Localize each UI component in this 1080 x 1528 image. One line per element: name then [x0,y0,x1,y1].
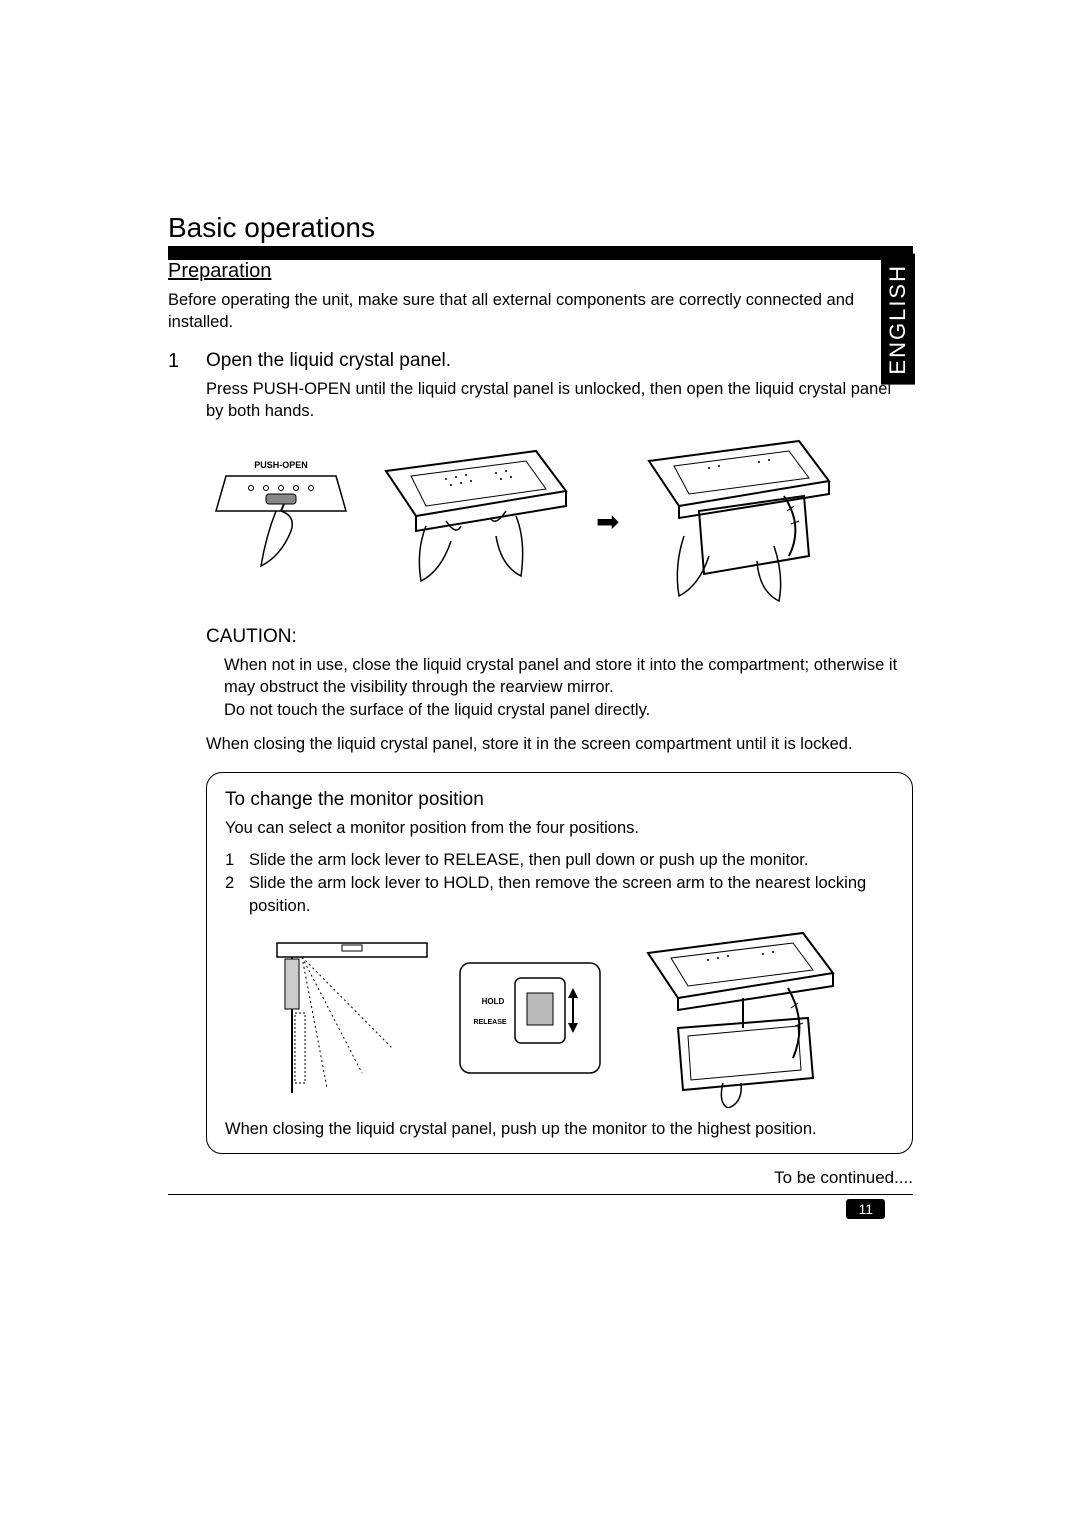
box-item-1-text: Slide the arm lock lever to RELEASE, the… [249,849,808,872]
open-panel-1-icon [366,441,586,601]
step-text: Press PUSH-OPEN until the liquid crystal… [206,378,913,423]
box-note: When closing the liquid crystal panel, p… [225,1120,894,1139]
push-open-diagram-icon: PUSH-OPEN [206,456,356,586]
positions-diagram-icon [267,933,437,1103]
page-number-badge: 11 [846,1199,885,1219]
title-block: Basic operations [168,210,913,260]
monitor-position-box: To change the monitor position You can s… [206,772,913,1155]
title-bar [168,246,913,260]
box-list: 1 Slide the arm lock lever to RELEASE, t… [225,849,894,918]
language-tab: ENGLISH [881,254,915,385]
arrow-right-icon: ➡ [596,505,619,538]
open-panel-2-icon [629,436,849,606]
illustration-row-1: PUSH-OPEN ➡ [206,436,913,606]
svg-text:HOLD: HOLD [481,997,504,1006]
preparation-heading: Preparation [168,260,913,283]
step-heading: Open the liquid crystal panel. [206,350,913,372]
caution-block: CAUTION: When not in use, close the liqu… [206,626,913,721]
svg-text:RELEASE: RELEASE [473,1019,506,1026]
step-body: Open the liquid crystal panel. Press PUS… [206,350,913,423]
step-number: 1 [168,350,188,423]
preparation-text: Before operating the unit, make sure tha… [168,289,913,334]
box-item-1-num: 1 [225,849,239,872]
monitor-position-device-icon [623,928,853,1108]
lever-diagram-icon: HOLD RELEASE [455,958,605,1078]
manual-page: Basic operations ENGLISH Preparation Bef… [168,210,913,1218]
box-heading: To change the monitor position [225,789,894,811]
box-intro: You can select a monitor position from t… [225,817,894,839]
caution-text-1: When not in use, close the liquid crysta… [224,654,913,699]
box-item-2-num: 2 [225,872,239,918]
illustration-row-2: HOLD RELEASE [225,928,894,1108]
step-1: 1 Open the liquid crystal panel. Press P… [168,350,913,423]
box-item-1: 1 Slide the arm lock lever to RELEASE, t… [225,849,894,872]
page-title: Basic operations [168,210,381,246]
caution-heading: CAUTION: [206,626,913,648]
caution-text-2: Do not touch the surface of the liquid c… [224,699,913,721]
footer: 11 [168,1194,913,1218]
box-item-2: 2 Slide the arm lock lever to HOLD, then… [225,872,894,918]
closing-note: When closing the liquid crystal panel, s… [206,735,913,754]
box-item-2-text: Slide the arm lock lever to HOLD, then r… [249,872,894,918]
continued-text: To be continued.... [168,1168,913,1188]
push-open-label: PUSH-OPEN [254,460,308,470]
